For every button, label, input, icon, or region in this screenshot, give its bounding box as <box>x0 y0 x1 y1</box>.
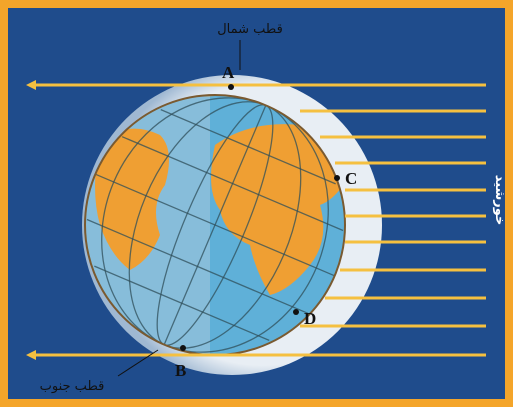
ray-arrow <box>26 350 36 360</box>
point-b <box>180 345 186 351</box>
point-c <box>334 175 340 181</box>
point-d-label: D <box>304 309 316 328</box>
point-d <box>293 309 299 315</box>
globe <box>85 95 345 355</box>
point-a-label: A <box>222 63 235 82</box>
sun-label: خورشید <box>492 175 507 226</box>
pointer <box>117 349 159 377</box>
ray-arrow <box>26 80 36 90</box>
point-a <box>228 84 234 90</box>
sun-rays <box>26 80 486 360</box>
point-c-label: C <box>345 169 357 188</box>
south-pole-label: قطب جنوب <box>40 379 105 394</box>
land <box>95 128 169 270</box>
north-pole-label: قطب شمال <box>217 22 283 37</box>
land <box>211 124 345 295</box>
point-b-label: B <box>175 361 186 380</box>
